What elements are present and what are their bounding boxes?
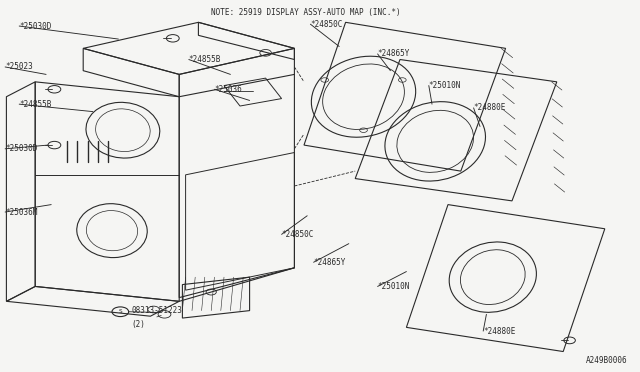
Text: *25010N: *25010N — [429, 81, 461, 90]
Text: *25030D: *25030D — [19, 22, 52, 31]
Text: 08313-51223: 08313-51223 — [132, 307, 182, 315]
Text: *24850C: *24850C — [282, 230, 314, 239]
Text: *25023: *25023 — [5, 62, 33, 71]
Text: *24865Y: *24865Y — [378, 49, 410, 58]
Text: *25030D: *25030D — [5, 144, 38, 153]
Text: *24850C: *24850C — [310, 20, 343, 29]
Text: *24880E: *24880E — [483, 327, 516, 336]
Text: A249B0006: A249B0006 — [586, 356, 627, 365]
Text: *25036M: *25036M — [5, 208, 38, 217]
Text: *25036: *25036 — [214, 85, 242, 94]
Text: *24880E: *24880E — [474, 103, 506, 112]
Text: NOTE: 25919 DISPLAY ASSY-AUTO MAP (INC.*): NOTE: 25919 DISPLAY ASSY-AUTO MAP (INC.*… — [211, 8, 401, 17]
Text: (2): (2) — [132, 320, 146, 329]
Text: *25010N: *25010N — [378, 282, 410, 291]
Text: S: S — [118, 309, 122, 314]
Text: *24855B: *24855B — [189, 55, 221, 64]
Text: *24865Y: *24865Y — [314, 258, 346, 267]
Text: *24855B: *24855B — [19, 100, 52, 109]
